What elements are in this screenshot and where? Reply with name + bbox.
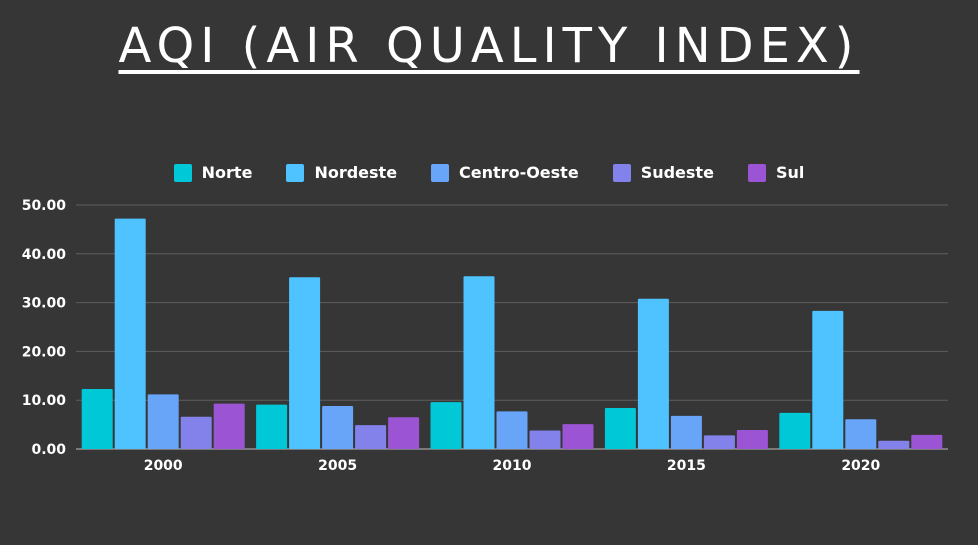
- bar-norte-2015[interactable]: [604, 408, 636, 449]
- legend-item-centro-oeste[interactable]: Centro-Oeste: [431, 163, 579, 182]
- bar-norte-2020[interactable]: [779, 412, 811, 449]
- legend-swatch: [747, 163, 766, 182]
- bar-sul-2010[interactable]: [562, 424, 594, 449]
- bar-nordeste-2005[interactable]: [289, 277, 321, 449]
- legend-swatch: [173, 163, 192, 182]
- bar-nordeste-2000[interactable]: [114, 218, 146, 449]
- x-tick-label: 2010: [493, 458, 532, 474]
- legend-label: Nordeste: [314, 163, 398, 182]
- bar-sul-2005[interactable]: [388, 417, 420, 449]
- bar-centro-oeste-2015[interactable]: [670, 415, 702, 449]
- chart-title: AQI (AIR QUALITY INDEX): [118, 18, 860, 74]
- bar-sul-2000[interactable]: [213, 403, 245, 449]
- x-tick-label: 2005: [318, 458, 357, 474]
- bar-norte-2005[interactable]: [256, 404, 288, 449]
- bar-centro-oeste-2010[interactable]: [496, 411, 528, 449]
- bar-nordeste-2020[interactable]: [812, 310, 844, 449]
- y-tick-label: 40.00: [22, 247, 67, 263]
- legend-item-sul[interactable]: Sul: [747, 163, 805, 182]
- bar-sudeste-2000[interactable]: [180, 416, 212, 449]
- bar-centro-oeste-2005[interactable]: [322, 406, 354, 449]
- bar-sudeste-2015[interactable]: [703, 435, 735, 449]
- y-tick-label: 10.00: [22, 393, 67, 409]
- bar-sudeste-2005[interactable]: [355, 425, 387, 449]
- bar-norte-2000[interactable]: [81, 388, 113, 449]
- y-tick-label: 20.00: [22, 344, 67, 360]
- legend-label: Sul: [775, 163, 805, 182]
- y-tick-label: 50.00: [22, 198, 67, 214]
- y-tick-label: 30.00: [22, 296, 67, 312]
- legend-label: Centro-Oeste: [459, 163, 579, 182]
- legend-swatch: [431, 163, 450, 182]
- bar-sudeste-2010[interactable]: [529, 430, 561, 449]
- legend-item-nordeste[interactable]: Nordeste: [286, 163, 397, 182]
- legend-label: Sudeste: [640, 163, 714, 182]
- legend-item-sudeste[interactable]: Sudeste: [612, 163, 714, 182]
- bar-nordeste-2010[interactable]: [463, 276, 495, 449]
- y-tick-label: 0.00: [31, 442, 66, 458]
- bar-norte-2010[interactable]: [430, 402, 462, 449]
- legend: Norte Nordeste Centro-Oeste Sudeste Sul: [0, 163, 978, 182]
- x-tick-label: 2020: [841, 458, 880, 474]
- bar-sudeste-2020[interactable]: [878, 440, 910, 449]
- bar-sul-2015[interactable]: [736, 429, 768, 449]
- bar-centro-oeste-2000[interactable]: [147, 394, 179, 449]
- bar-nordeste-2015[interactable]: [637, 298, 669, 449]
- x-tick-label: 2000: [144, 458, 183, 474]
- legend-swatch: [612, 163, 631, 182]
- legend-swatch: [286, 163, 305, 182]
- legend-item-norte[interactable]: Norte: [173, 163, 253, 182]
- legend-label: Norte: [201, 163, 253, 182]
- bar-sul-2020[interactable]: [911, 434, 943, 449]
- bar-centro-oeste-2020[interactable]: [845, 419, 877, 449]
- x-tick-label: 2015: [667, 458, 706, 474]
